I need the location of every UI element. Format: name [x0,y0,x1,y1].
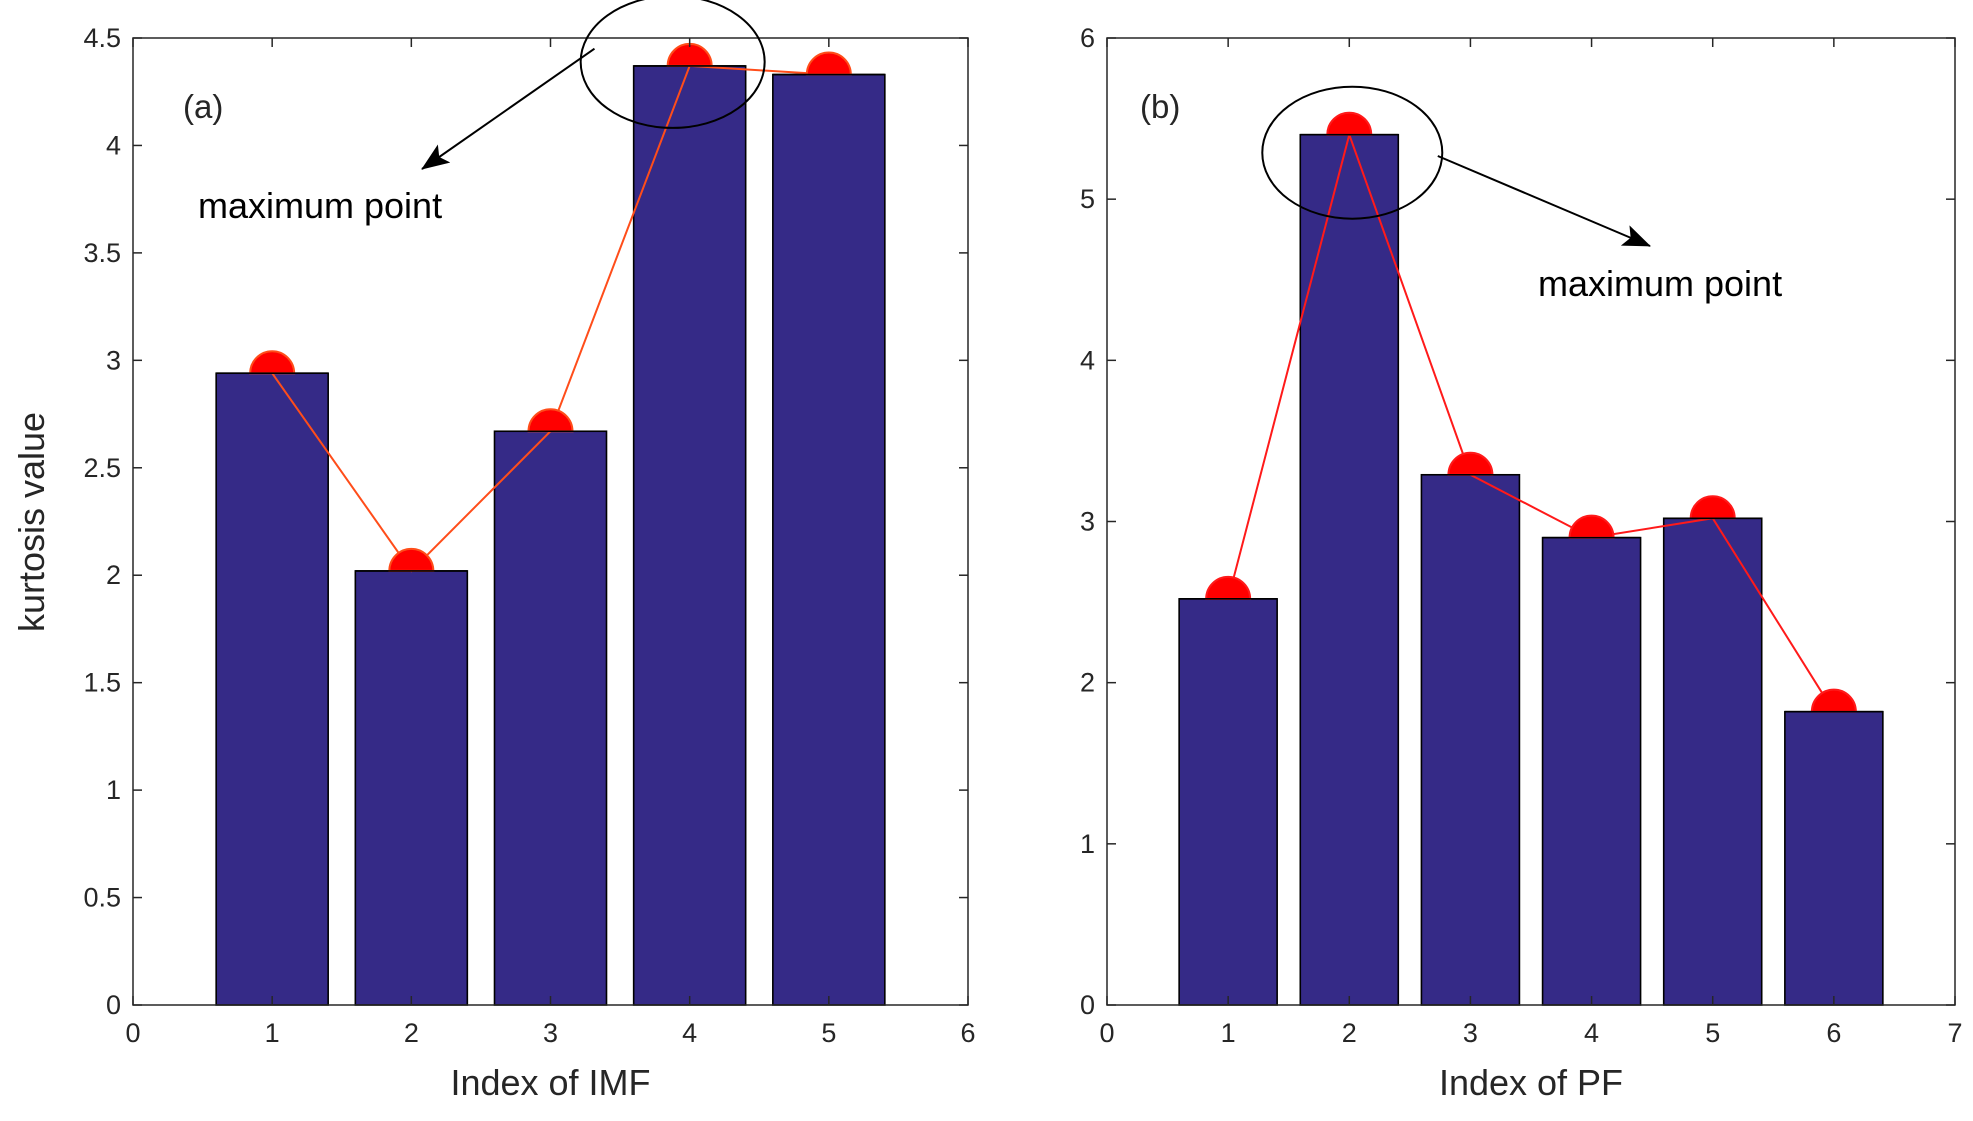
marker-5 [1689,495,1736,520]
annotation-text: maximum point [1538,263,1782,304]
y-tick-label: 1.5 [83,668,121,698]
bar-5 [1662,517,1763,1006]
x-tick-label: 4 [682,1018,697,1048]
y-tick-label: 0 [106,990,121,1020]
y-tick-label: 4.5 [83,23,121,53]
x-tick-label: 6 [1826,1018,1841,1048]
y-tick-label: 1 [106,775,121,805]
y-tick-label: 3 [1080,507,1095,537]
marker-4 [666,42,713,67]
series-line [1227,131,1835,713]
bar-4 [632,65,747,1006]
panel-a: 0 1 2 3 4 5 6 0 0.5 1 1.5 2 2.5 3 3.5 4 4.5 Index of IMF k… [11,0,976,1103]
y-tick-label: 4 [106,130,121,160]
bar-1 [215,372,329,1006]
bar-1 [1178,598,1278,1006]
marker-2 [1326,111,1373,136]
marker-1 [1205,575,1252,600]
bar-3 [1420,473,1521,1006]
x-tick-label: 2 [404,1018,419,1048]
annotation-arrow [421,47,596,170]
marker-2 [388,547,435,572]
x-tick-label: 5 [821,1018,836,1048]
annotation-circle [579,0,766,129]
x-tick-label: 3 [543,1018,558,1048]
x-tick-label: 2 [1342,1018,1357,1048]
y-tick-label: 2 [106,560,121,590]
x-axis-label: Index of PF [1439,1062,1623,1103]
marker-4 [1568,514,1615,539]
bar-5 [772,73,886,1006]
x-tick-label: 1 [1221,1018,1236,1048]
marker-5 [805,51,852,76]
bar-2 [1299,133,1400,1006]
y-tick-label: 1 [1080,829,1095,859]
annotation-arrow [1437,155,1651,247]
y-tick-label: 2 [1080,668,1095,698]
y-tick-label: 5 [1080,184,1095,214]
panel-label: (b) [1140,88,1180,125]
bar-4 [1541,536,1642,1006]
annotation-text: maximum point [198,185,442,226]
x-tick-label: 0 [1099,1018,1114,1048]
marker-1 [249,350,296,375]
x-tick-label: 0 [125,1018,140,1048]
x-tick-label: 5 [1705,1018,1720,1048]
x-tick-label: 6 [960,1018,975,1048]
y-tick-label: 3.5 [83,238,121,268]
x-axis-label: Index of IMF [450,1062,650,1103]
bar-6 [1784,710,1884,1006]
y-tick-label: 2.5 [83,453,121,483]
y-tick-label: 3 [106,345,121,375]
y-tick-label: 6 [1080,23,1095,53]
panel-b: 0 1 2 3 4 5 6 7 0 1 2 3 4 5 6 Index of PF (b) maximum poi… [1080,23,1963,1103]
marker-3 [1447,451,1494,476]
y-tick-label: 0.5 [83,883,121,913]
x-tick-label: 7 [1947,1018,1962,1048]
y-tick-label: 4 [1080,345,1095,375]
annotation-circle [1261,85,1444,220]
x-tick-label: 1 [265,1018,280,1048]
marker-6 [1810,688,1857,713]
bar-3 [493,430,608,1006]
bar-2 [354,570,469,1006]
x-tick-label: 3 [1463,1018,1478,1048]
marker-3 [527,408,574,433]
x-tick-label: 4 [1584,1018,1599,1048]
panel-label: (a) [183,88,223,125]
y-axis-label: kurtosis value [11,412,52,632]
y-tick-label: 0 [1080,990,1095,1020]
